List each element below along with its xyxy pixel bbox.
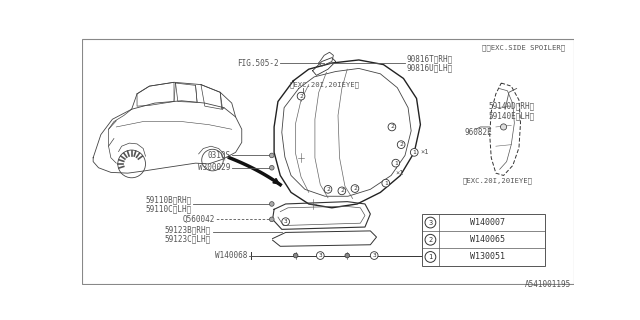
- Circle shape: [282, 218, 289, 226]
- Text: 96082E: 96082E: [464, 128, 492, 137]
- Text: 3: 3: [319, 253, 322, 258]
- Circle shape: [351, 185, 359, 192]
- Text: 59123C〈LH〉: 59123C〈LH〉: [164, 234, 211, 243]
- Circle shape: [392, 159, 399, 167]
- Text: Q560042: Q560042: [182, 215, 215, 224]
- Text: W140068: W140068: [215, 251, 247, 260]
- Text: 〈EXC.20I,20IEYE〉: 〈EXC.20I,20IEYE〉: [463, 178, 532, 184]
- Text: 1: 1: [384, 181, 388, 186]
- Text: 2: 2: [390, 124, 394, 130]
- Circle shape: [382, 179, 390, 187]
- Circle shape: [500, 124, 507, 130]
- Text: 2: 2: [340, 188, 344, 193]
- Circle shape: [269, 165, 274, 170]
- Text: 〈EXC.20I,20IEYE〉: 〈EXC.20I,20IEYE〉: [289, 81, 360, 88]
- Text: W140007: W140007: [470, 218, 505, 227]
- Text: 0310S: 0310S: [207, 151, 230, 160]
- Text: 3: 3: [372, 253, 376, 258]
- Circle shape: [293, 253, 298, 258]
- Text: 90816T〈RH〉: 90816T〈RH〉: [406, 54, 452, 63]
- Circle shape: [338, 187, 346, 195]
- Text: 2: 2: [299, 94, 303, 99]
- Text: 2: 2: [428, 237, 433, 243]
- Circle shape: [324, 186, 332, 193]
- Text: 59140D〈RH〉: 59140D〈RH〉: [488, 102, 534, 111]
- Circle shape: [410, 148, 418, 156]
- Text: 90816U〈LH〉: 90816U〈LH〉: [406, 63, 452, 72]
- Circle shape: [269, 217, 274, 222]
- Circle shape: [388, 123, 396, 131]
- Circle shape: [371, 252, 378, 260]
- Text: 2: 2: [326, 187, 330, 192]
- Circle shape: [269, 202, 274, 206]
- Text: 1: 1: [428, 254, 433, 260]
- Circle shape: [425, 252, 436, 262]
- Text: FIG.505-2: FIG.505-2: [237, 59, 279, 68]
- Text: 59123B〈RH〉: 59123B〈RH〉: [164, 225, 211, 234]
- Circle shape: [316, 252, 324, 260]
- Text: 3: 3: [428, 220, 433, 226]
- Circle shape: [269, 153, 274, 158]
- Text: W130051: W130051: [470, 252, 505, 261]
- Text: W300029: W300029: [198, 163, 230, 172]
- Text: 1: 1: [394, 161, 397, 166]
- Text: 1: 1: [412, 150, 416, 155]
- Text: ×1: ×1: [420, 149, 429, 155]
- Text: 59110C〈LH〉: 59110C〈LH〉: [145, 205, 192, 214]
- Circle shape: [397, 141, 405, 148]
- Circle shape: [425, 217, 436, 228]
- Text: ×1: ×1: [396, 170, 404, 176]
- Circle shape: [345, 253, 349, 258]
- Text: 59140E〈LH〉: 59140E〈LH〉: [488, 111, 534, 120]
- Text: ※〈EXC.SIDE SPOILER〉: ※〈EXC.SIDE SPOILER〉: [482, 44, 565, 51]
- Text: 2: 2: [399, 142, 403, 147]
- Circle shape: [425, 234, 436, 245]
- Text: 3: 3: [284, 219, 287, 224]
- Circle shape: [297, 92, 305, 100]
- Text: W140065: W140065: [470, 235, 505, 244]
- Text: 2: 2: [353, 186, 357, 191]
- Bar: [422, 214, 545, 266]
- Text: 59110B〈RH〉: 59110B〈RH〉: [145, 196, 192, 204]
- Text: A541001195: A541001195: [525, 280, 572, 289]
